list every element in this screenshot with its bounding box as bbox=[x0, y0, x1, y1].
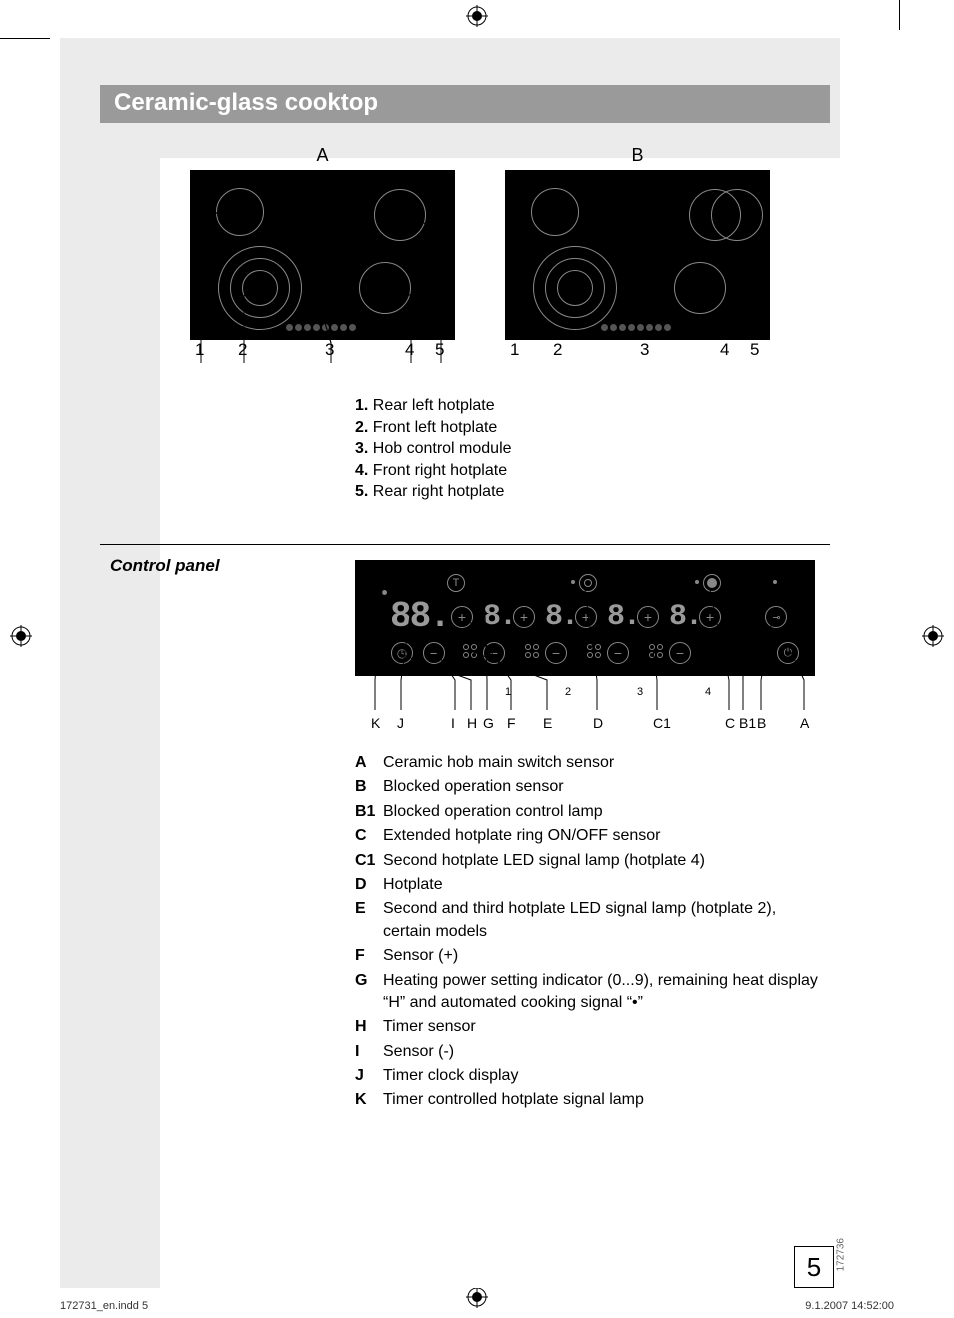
cooktop-variant: B12345 bbox=[505, 145, 770, 340]
control-panel-figure: T 88. + 8. + 8. + 8. + 8. + ⊸ ◷ − − − − … bbox=[355, 560, 815, 676]
legend-row: HTimer sensor bbox=[355, 1016, 825, 1038]
cp-letter: C bbox=[725, 715, 735, 731]
control-panel-surface: T 88. + 8. + 8. + 8. + 8. + ⊸ ◷ − − − − … bbox=[355, 560, 815, 676]
cp-letter: F bbox=[507, 715, 516, 731]
legend-row: BBlocked operation sensor bbox=[355, 776, 825, 798]
legend-row: B1Blocked operation control lamp bbox=[355, 801, 825, 823]
crop-mark bbox=[0, 38, 50, 39]
footer-filename: 172731_en.indd 5 bbox=[60, 1300, 148, 1312]
cp-letter: K bbox=[371, 715, 380, 731]
page-title: Ceramic-glass cooktop bbox=[100, 85, 830, 123]
legend-row: ACeramic hob main switch sensor bbox=[355, 752, 825, 774]
legend-row: DHotplate bbox=[355, 874, 825, 896]
cp-letter: H bbox=[467, 715, 477, 731]
cp-letter: J bbox=[397, 715, 404, 731]
legend-row: 2. Front left hotplate bbox=[355, 417, 512, 439]
legend-row: KTimer controlled hotplate signal lamp bbox=[355, 1089, 825, 1111]
legend-row: C1Second hotplate LED signal lamp (hotpl… bbox=[355, 850, 825, 872]
document-code: 172736 bbox=[835, 1238, 846, 1271]
legend-row: CExtended hotplate ring ON/OFF sensor bbox=[355, 825, 825, 847]
cp-letter: D bbox=[593, 715, 603, 731]
cooktop-surface bbox=[190, 170, 455, 340]
timer-display: 88. bbox=[390, 596, 449, 637]
legend-row: GHeating power setting indicator (0...9)… bbox=[355, 970, 825, 1015]
cp-letter: B bbox=[757, 715, 766, 731]
legend-row: JTimer clock display bbox=[355, 1065, 825, 1087]
legend-row: 3. Hob control module bbox=[355, 438, 512, 460]
legend-row: 5. Rear right hotplate bbox=[355, 481, 512, 503]
registration-mark-icon bbox=[922, 625, 944, 647]
section-divider bbox=[100, 544, 830, 545]
cooktop-diagrams: A12345 B12345 bbox=[190, 145, 770, 340]
cp-letter: I bbox=[451, 715, 455, 731]
registration-mark-icon bbox=[10, 625, 32, 647]
cooktop-surface bbox=[505, 170, 770, 340]
cooktop-variant: A12345 bbox=[190, 145, 455, 340]
footer-timestamp: 9.1.2007 14:52:00 bbox=[805, 1300, 894, 1312]
legend-row: FSensor (+) bbox=[355, 945, 825, 967]
registration-mark-icon bbox=[466, 1286, 488, 1308]
page-number: 5 bbox=[794, 1246, 834, 1288]
legend-row: ESecond and third hotplate LED signal la… bbox=[355, 898, 825, 943]
cp-letter: C1 bbox=[653, 715, 671, 731]
crop-mark bbox=[899, 0, 900, 30]
control-panel-legend: ACeramic hob main switch sensorBBlocked … bbox=[355, 752, 825, 1114]
registration-mark-icon bbox=[466, 5, 488, 27]
legend-row: 1. Rear left hotplate bbox=[355, 395, 512, 417]
legend-row: ISensor (-) bbox=[355, 1041, 825, 1063]
variant-letter: A bbox=[190, 145, 455, 166]
cp-letter: E bbox=[543, 715, 552, 731]
variant-letter: B bbox=[505, 145, 770, 166]
cp-letter: G bbox=[483, 715, 494, 731]
legend-row: 4. Front right hotplate bbox=[355, 460, 512, 482]
hotplate-legend: 1. Rear left hotplate2. Front left hotpl… bbox=[355, 395, 512, 503]
control-panel-heading: Control panel bbox=[110, 556, 220, 576]
cp-letter: B1 bbox=[739, 715, 756, 731]
cp-letter: A bbox=[800, 715, 809, 731]
